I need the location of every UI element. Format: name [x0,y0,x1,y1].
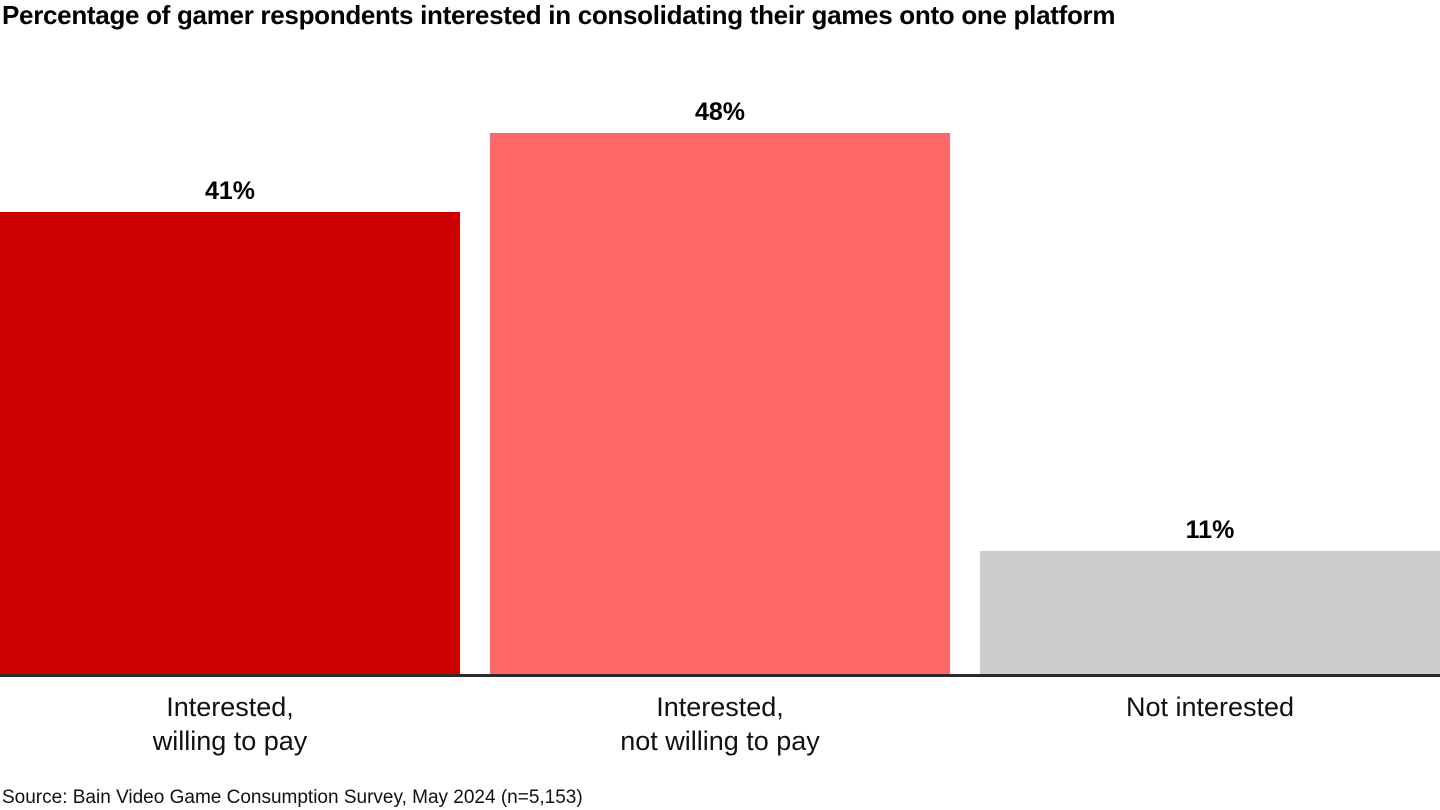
category-label-willing-to-pay: Interested, willing to pay [0,690,460,758]
bar-not-willing-to-pay [490,132,950,675]
bar-group-willing-to-pay: 41% [0,40,460,675]
category-label-line: Interested, [656,692,784,722]
value-label-willing-to-pay: 41% [204,176,256,205]
category-label-line: willing to pay [152,726,308,756]
bar-willing-to-pay [0,211,460,675]
source-note: Source: Bain Video Game Consumption Surv… [2,787,583,808]
category-label-not-interested: Not interested [980,690,1440,724]
category-label-not-willing-to-pay: Interested, not willing to pay [490,690,950,758]
x-axis-baseline [0,674,1440,677]
bar-group-not-willing-to-pay: 48% [490,40,950,675]
category-label-line: Interested, [166,692,294,722]
bar-not-interested [980,550,1440,675]
value-label-not-interested: 11% [1185,515,1235,544]
category-label-line: Not interested [1125,692,1295,722]
bar-group-not-interested: 11% [980,40,1440,675]
value-label-not-willing-to-pay: 48% [694,97,746,126]
plot-area: 41% 48% 11% [0,40,1440,675]
chart-title: Percentage of gamer respondents interest… [2,0,1116,30]
category-label-line: not willing to pay [620,726,820,756]
